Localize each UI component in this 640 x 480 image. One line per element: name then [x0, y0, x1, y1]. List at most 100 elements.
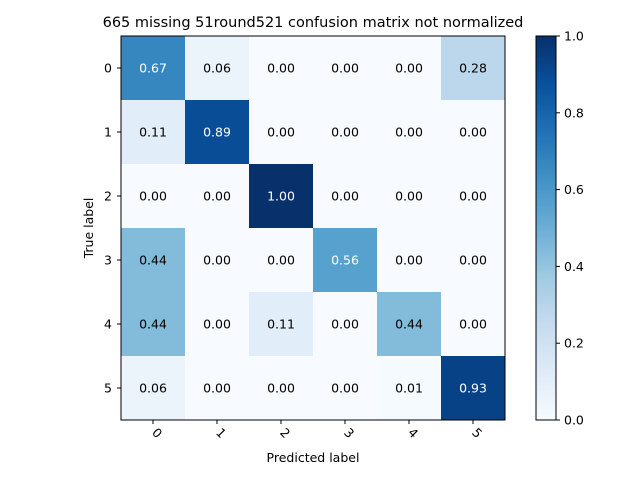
- cell-3-4: [377, 228, 441, 292]
- colorbar-gradient: [535, 35, 557, 421]
- cell-5-0: [121, 356, 185, 420]
- cell-label-1-4: 0.00: [395, 125, 423, 140]
- cell-label-3-2: 0.00: [267, 253, 295, 268]
- cell-label-0-2: 0.00: [267, 61, 295, 76]
- y-tick-label-0: 0: [104, 61, 112, 76]
- cell-label-4-2: 0.11: [267, 317, 295, 332]
- cell-2-5: [441, 164, 505, 228]
- cell-label-4-5: 0.00: [459, 317, 487, 332]
- chart-title: 665 missing 51round521 confusion matrix …: [103, 15, 524, 31]
- colorbar: 0.0 0.2 0.4 0.6 0.8 1.0: [535, 29, 584, 428]
- cell-5-3: [313, 356, 377, 420]
- cell-label-4-0: 0.44: [139, 317, 167, 332]
- heatmap-cells: 0.67 0.06 0.00 0.00 0.00 0.28 0.11 0.89 0.00 0.00…: [120, 35, 506, 421]
- cell-label-4-4: 0.44: [395, 317, 423, 332]
- cell-5-2: [249, 356, 313, 420]
- x-axis-label: Predicted label: [267, 450, 360, 465]
- cell-label-2-0: 0.00: [139, 189, 167, 204]
- cell-label-2-5: 0.00: [459, 189, 487, 204]
- cell-label-4-3: 0.00: [331, 317, 359, 332]
- colorbar-tick-label-5: 1.0: [564, 29, 584, 44]
- cell-2-2: [249, 164, 313, 228]
- cell-label-5-4: 0.01: [395, 381, 423, 396]
- cell-2-1: [185, 164, 249, 228]
- cell-label-1-0: 0.11: [139, 125, 167, 140]
- y-tick-label-2: 2: [104, 189, 112, 204]
- cell-label-5-1: 0.00: [203, 381, 231, 396]
- cell-5-4: [377, 356, 441, 420]
- cell-2-4: [377, 164, 441, 228]
- y-tick-label-3: 3: [104, 253, 112, 268]
- x-axis-ticks: 0 1 2 3 4 5: [149, 420, 485, 441]
- cell-4-3: [313, 292, 377, 356]
- cell-4-5: [441, 292, 505, 356]
- x-tick-label-4: 4: [405, 425, 421, 441]
- cell-label-1-2: 0.00: [267, 125, 295, 140]
- cell-3-1: [185, 228, 249, 292]
- x-tick-label-5: 5: [469, 425, 485, 441]
- cell-2-3: [313, 164, 377, 228]
- cell-label-5-0: 0.06: [139, 381, 167, 396]
- cell-label-2-1: 0.00: [203, 189, 231, 204]
- y-axis-label: True label: [81, 198, 96, 260]
- cell-0-0: [121, 36, 185, 100]
- cell-label-0-1: 0.06: [203, 61, 231, 76]
- cell-label-0-4: 0.00: [395, 61, 423, 76]
- y-tick-label-5: 5: [104, 381, 112, 396]
- cell-label-2-4: 0.00: [395, 189, 423, 204]
- colorbar-tick-label-1: 0.2: [564, 336, 584, 351]
- cell-0-1: [185, 36, 249, 100]
- heatmap-frame: [120, 35, 506, 421]
- cell-label-1-1: 0.89: [203, 125, 231, 140]
- cell-1-4: [377, 100, 441, 164]
- cell-5-1: [185, 356, 249, 420]
- cell-label-3-0: 0.44: [139, 253, 167, 268]
- x-tick-label-1: 1: [213, 425, 229, 441]
- cell-1-0: [121, 100, 185, 164]
- y-axis-ticks: 0 1 2 3 4 5: [104, 61, 121, 396]
- cell-label-3-4: 0.00: [395, 253, 423, 268]
- cell-label-5-2: 0.00: [267, 381, 295, 396]
- y-tick-label-1: 1: [104, 125, 112, 140]
- cell-0-2: [249, 36, 313, 100]
- cell-label-2-2: 1.00: [267, 189, 295, 204]
- cell-label-5-5: 0.93: [459, 381, 487, 396]
- colorbar-tick-label-0: 0.0: [564, 413, 584, 428]
- cell-3-5: [441, 228, 505, 292]
- cell-2-0: [121, 164, 185, 228]
- cell-0-4: [377, 36, 441, 100]
- colorbar-tick-label-2: 0.4: [564, 259, 584, 274]
- x-tick-label-0: 0: [149, 425, 165, 441]
- cell-1-1: [185, 100, 249, 164]
- cell-4-2: [249, 292, 313, 356]
- cell-label-1-3: 0.00: [331, 125, 359, 140]
- cell-label-2-3: 0.00: [331, 189, 359, 204]
- cell-label-3-5: 0.00: [459, 253, 487, 268]
- cell-label-5-3: 0.00: [331, 381, 359, 396]
- cell-1-3: [313, 100, 377, 164]
- cell-3-0: [121, 228, 185, 292]
- cell-label-3-1: 0.00: [203, 253, 231, 268]
- cell-1-5: [441, 100, 505, 164]
- x-tick-label-3: 3: [341, 425, 357, 441]
- colorbar-tick-label-3: 0.6: [564, 182, 584, 197]
- cell-label-0-5: 0.28: [459, 61, 487, 76]
- cell-4-0: [121, 292, 185, 356]
- cell-0-5: [441, 36, 505, 100]
- cell-3-2: [249, 228, 313, 292]
- cell-label-0-0: 0.67: [139, 61, 167, 76]
- y-tick-label-4: 4: [104, 317, 112, 332]
- cell-label-3-3: 0.56: [331, 253, 359, 268]
- x-tick-label-2: 2: [277, 425, 293, 441]
- cell-label-0-3: 0.00: [331, 61, 359, 76]
- cell-0-3: [313, 36, 377, 100]
- colorbar-tick-label-4: 0.8: [564, 105, 584, 120]
- cell-4-4: [377, 292, 441, 356]
- cell-5-5: [441, 356, 505, 420]
- cell-label-1-5: 0.00: [459, 125, 487, 140]
- cell-3-3: [313, 228, 377, 292]
- cell-1-2: [249, 100, 313, 164]
- cell-4-1: [185, 292, 249, 356]
- cell-label-4-1: 0.00: [203, 317, 231, 332]
